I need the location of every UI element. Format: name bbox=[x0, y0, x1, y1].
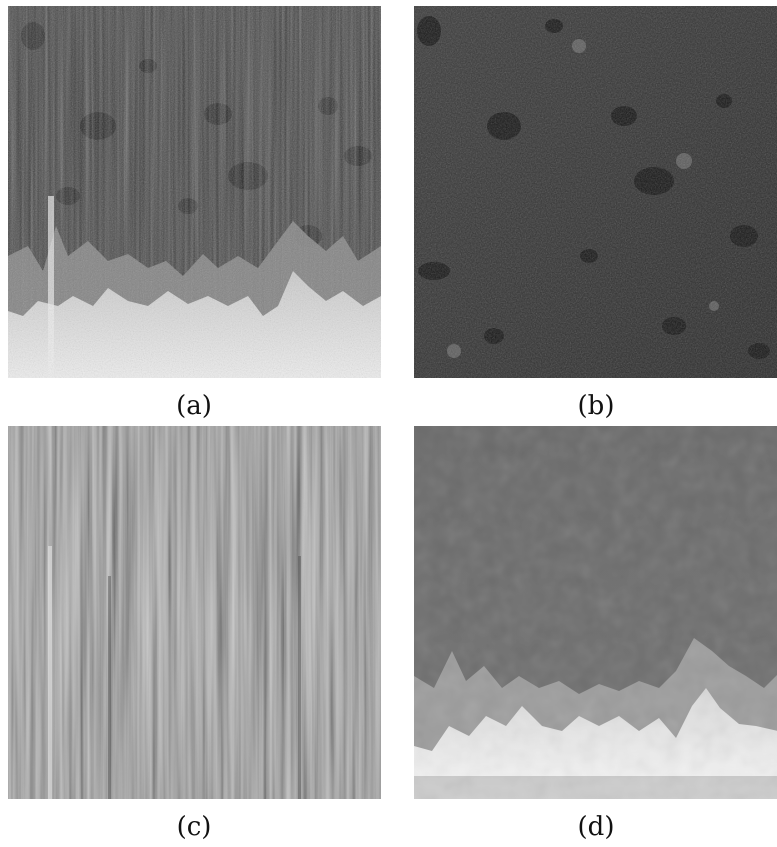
caption-b: (b) bbox=[577, 391, 615, 421]
caption-d: (d) bbox=[577, 812, 615, 842]
terrain-clean-image bbox=[414, 6, 777, 378]
image-panel-b bbox=[414, 6, 777, 378]
image-panel-a bbox=[8, 6, 381, 378]
terrain-streaked-image bbox=[8, 6, 381, 378]
streak-pattern-image bbox=[8, 426, 381, 799]
caption-c: (c) bbox=[176, 812, 212, 842]
image-panel-c bbox=[8, 426, 381, 799]
illumination-map-image bbox=[414, 426, 777, 799]
image-panel-d bbox=[414, 426, 777, 799]
caption-a: (a) bbox=[176, 391, 212, 421]
